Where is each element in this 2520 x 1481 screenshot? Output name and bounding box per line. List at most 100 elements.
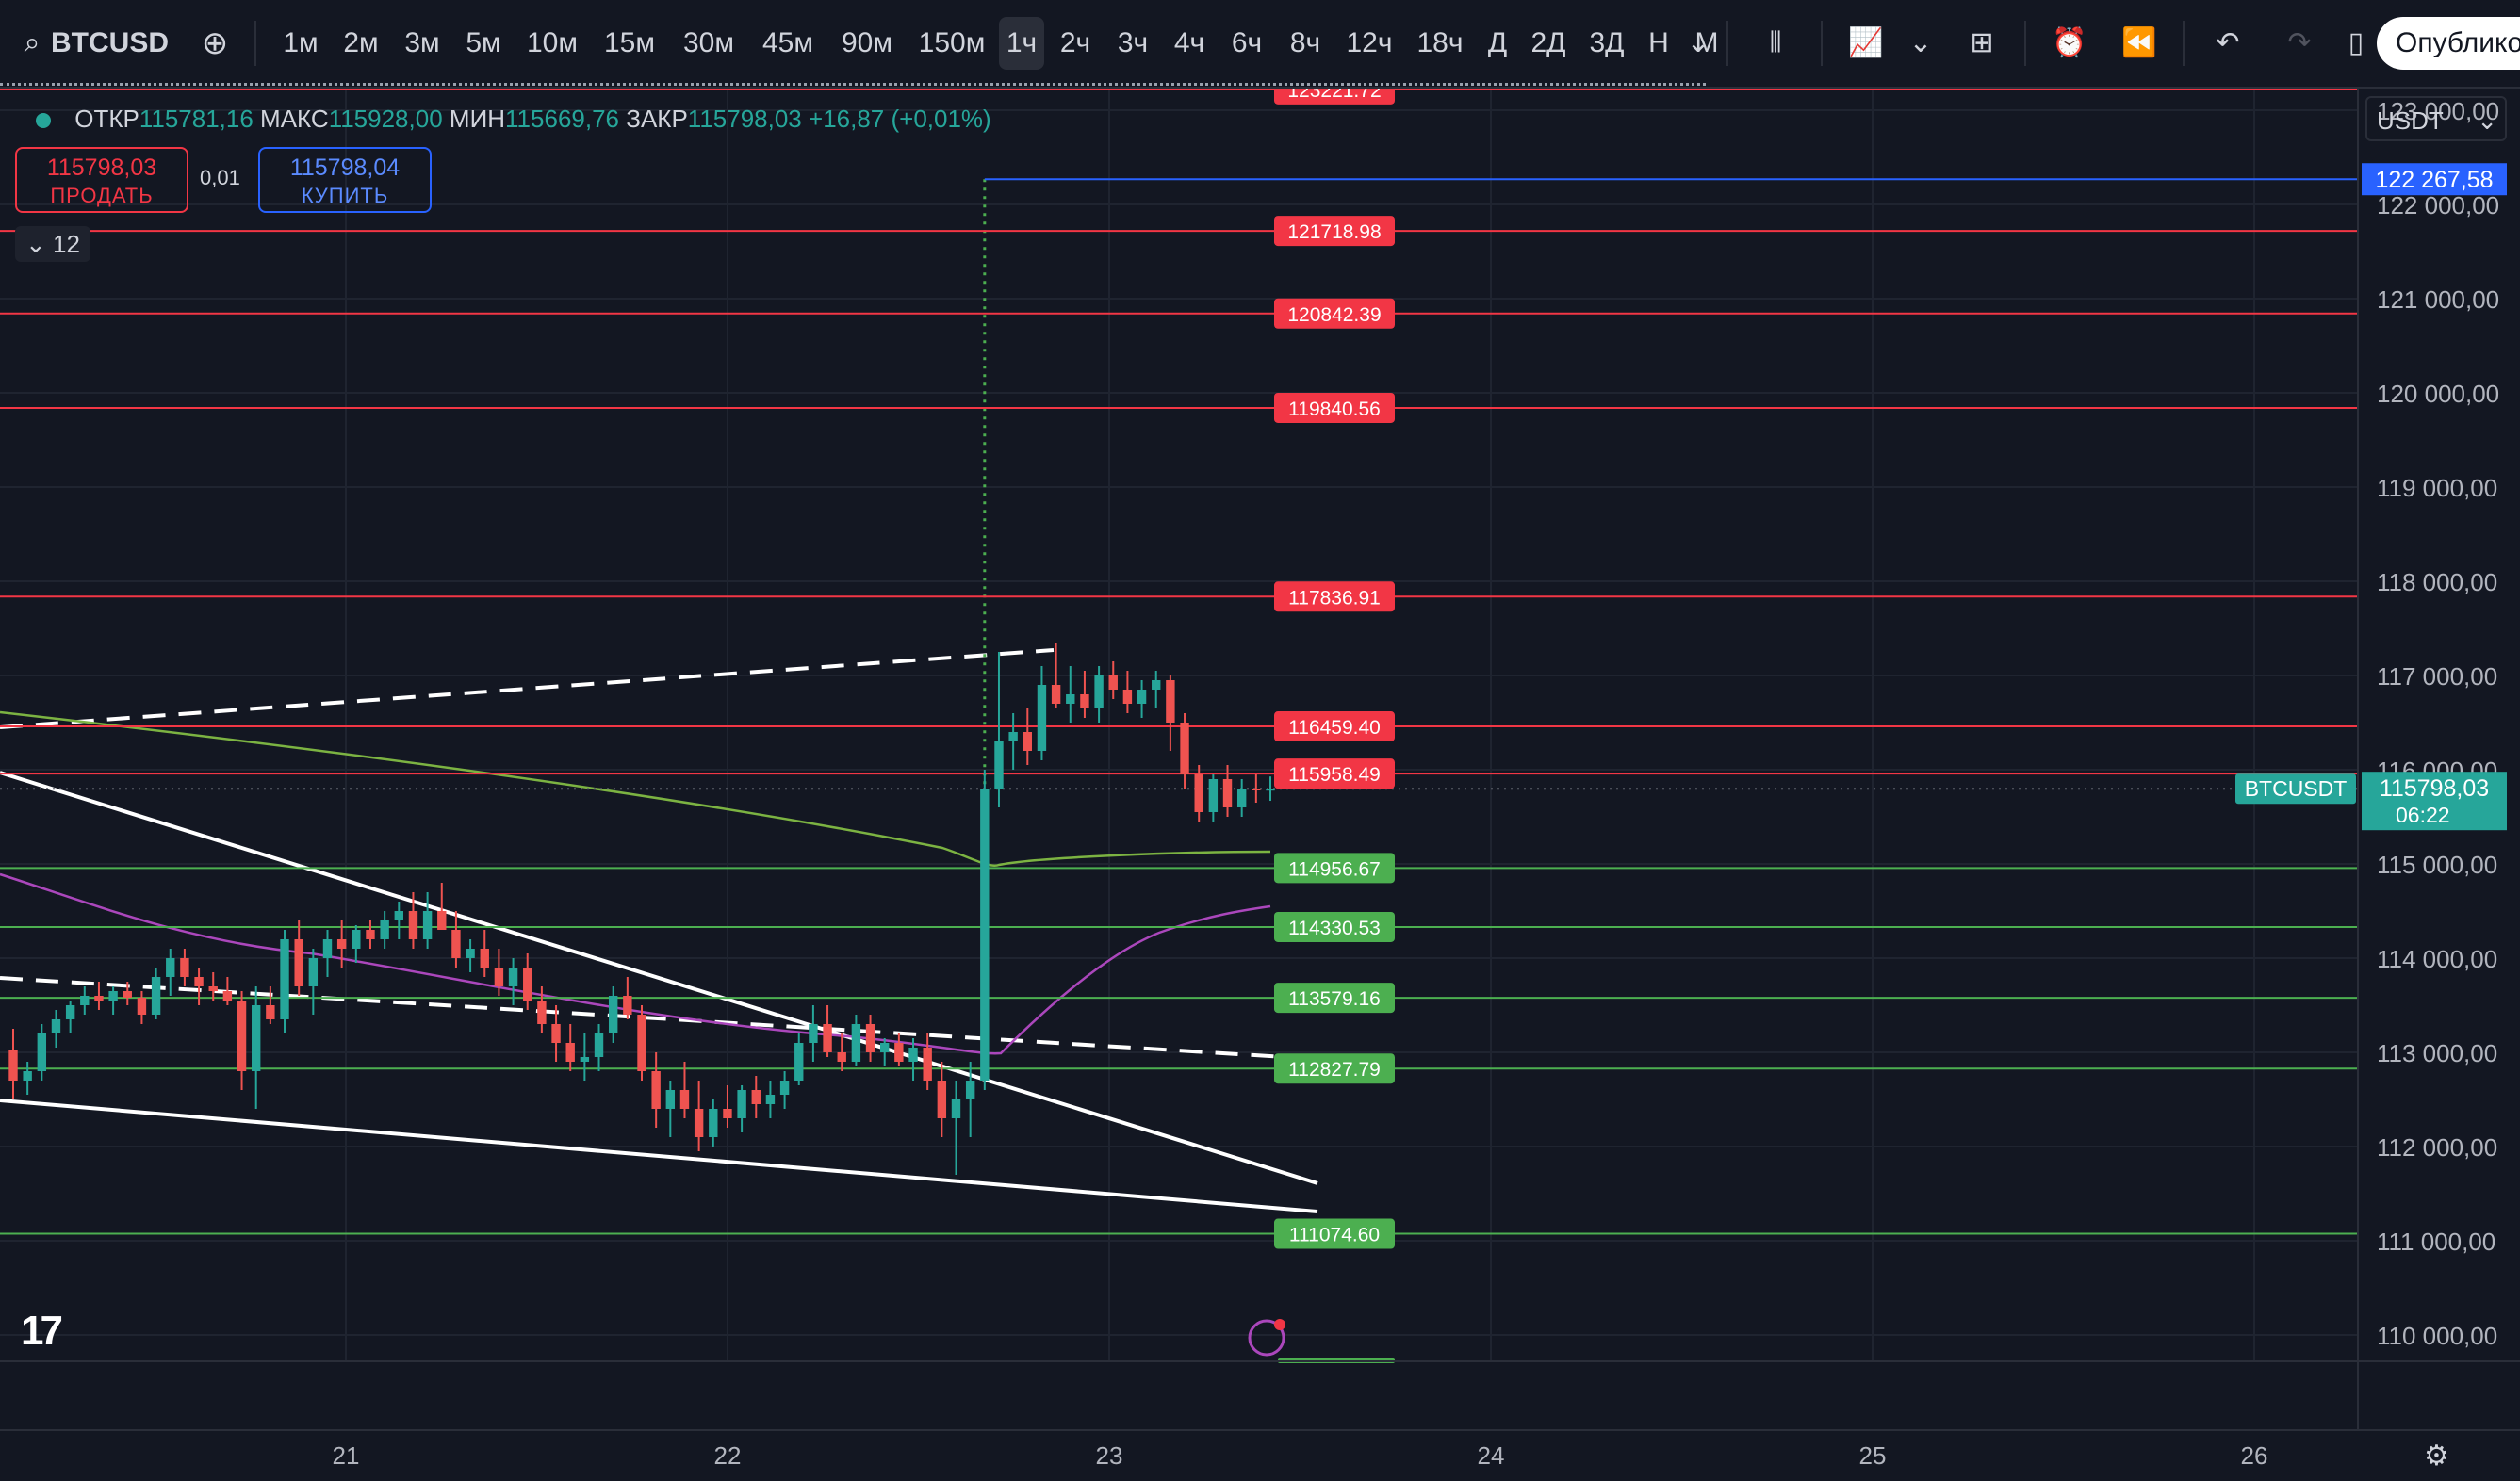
low-value: 115669,76 [505,105,620,133]
timeframe-21[interactable]: Н [1648,27,1669,58]
support-level-label-bg-3 [1274,1053,1395,1084]
candle-body-53 [765,1095,776,1104]
indicators-dropdown-icon[interactable]: ⌄ [1908,27,1933,58]
tradingview-logo-icon[interactable]: 17 [21,1308,63,1354]
candle-body-76 [1094,675,1104,708]
market-status-icon [36,113,51,129]
resistance-level-label-bg-5 [1274,581,1395,612]
support-level-label-1: 114330.53 [1288,918,1381,939]
time-tick-label: 22 [714,1441,742,1470]
candle-body-81 [1166,680,1175,723]
timeframe-3[interactable]: 5м [466,27,501,58]
candle-body-77 [1108,675,1118,690]
candle-body-19 [280,939,289,1019]
buy-label: КУПИТЬ [301,184,389,207]
timeframe-12[interactable]: 3ч [1117,27,1149,58]
timeframe-11[interactable]: 2ч [1059,27,1091,58]
support-level-label-bg-1 [1274,911,1395,942]
indicators-collapse-button[interactable]: ⌄ 12 [15,226,90,262]
sell-button[interactable]: 115798,03 ПРОДАТЬ [15,147,188,213]
candle-body-39 [565,1043,575,1062]
candle-body-15 [222,991,233,1001]
replay-icon[interactable]: ⏪ [2121,27,2157,58]
alert-icon[interactable]: ⏰ [2052,27,2087,58]
ohlc-legend: ОТКР115781,16 МАКС115928,00 МИН115669,76… [0,102,991,136]
flash-icon [1248,1319,1285,1357]
timeframe-17[interactable]: 18ч [1416,27,1464,58]
buy-button[interactable]: 115798,04 КУПИТЬ [258,147,432,213]
undo-icon[interactable]: ↶ [2216,27,2240,58]
candle-body-41 [594,1033,604,1057]
add-symbol-icon[interactable]: ⊕ [201,25,229,61]
trendline-lower-descending [0,1099,1318,1213]
candle-body-71 [1023,732,1032,751]
timeframe-9[interactable]: 150м [918,27,986,58]
timeframe-18[interactable]: Д [1487,27,1508,58]
candle-body-31 [451,930,461,958]
timeframe-4[interactable]: 10м [527,27,578,58]
symbol-name[interactable]: BTCUSD [51,27,169,58]
candle-body-21 [308,958,319,986]
resistance-level-label-bg-6 [1274,711,1395,742]
timeframe-13[interactable]: 4ч [1173,27,1205,58]
candle-body-25 [366,930,375,939]
timeframe-7[interactable]: 45м [762,27,813,58]
timeframe-0[interactable]: 1м [283,27,319,58]
timeframe-10[interactable]: 1ч [999,17,1044,70]
candle-body-12 [180,958,189,977]
publish-button[interactable]: Опублико [2377,17,2520,70]
last-price-value: 115798,03 [2380,775,2489,802]
candle-body-73 [1051,685,1061,704]
candle-body-69 [994,741,1004,789]
candle-body-43 [623,996,632,1015]
candle-body-74 [1066,694,1075,704]
price-tick-label: 123 000,00 [2377,97,2499,125]
timeframe-14[interactable]: 6ч [1231,27,1263,58]
indicators-icon[interactable]: 📈 [1848,27,1884,58]
save-layout-icon[interactable]: ▯ [2348,27,2365,58]
support-level-label-bg-0 [1274,853,1395,884]
timeframe-dropdown-icon[interactable]: ⌄ [1686,27,1710,58]
candle-body-37 [537,1001,547,1024]
candle-body-29 [422,911,433,939]
candle-body-59 [851,1024,861,1062]
timeframe-16[interactable]: 12ч [1346,27,1393,58]
candle-body-62 [894,1043,904,1062]
redo-icon[interactable]: ↷ [2287,27,2312,58]
candle-body-82 [1180,723,1189,774]
candle-body-33 [480,949,489,968]
resistance-level-label-bg-7 [1274,758,1395,789]
candle-type-icon[interactable]: ⫴ [1769,27,1782,58]
resistance-level-label-2: 121718.98 [1287,221,1381,243]
candle-body-26 [380,920,389,939]
change-value: +16,87 (+0,01%) [809,105,991,133]
timeframe-19[interactable]: 2Д [1530,27,1566,58]
candle-body-50 [723,1109,732,1118]
layout-grid-icon[interactable]: ⊞ [1970,27,1994,58]
timeframe-6[interactable]: 30м [683,27,734,58]
timeframe-15[interactable]: 8ч [1289,27,1321,58]
candle-body-42 [608,996,618,1033]
timeframe-2[interactable]: 3м [404,27,440,58]
currency-select[interactable]: USDT ⌄ [2365,96,2507,141]
candle-body-3 [51,1019,61,1033]
settings-gear-icon[interactable]: ⚙ [2424,1440,2449,1472]
candle-body-20 [294,939,303,986]
timeframe-1[interactable]: 2м [343,27,379,58]
time-tick-label: 24 [1478,1441,1505,1470]
timeframe-8[interactable]: 90м [842,27,892,58]
search-icon[interactable]: ⌕ [24,27,41,58]
candle-body-84 [1208,779,1219,812]
candle-body-58 [837,1052,846,1062]
support-level-label-bg-4 [1274,1218,1395,1249]
timeframe-5[interactable]: 15м [604,27,655,58]
candle-body-38 [551,1024,561,1043]
candle-body-6 [94,996,104,1001]
candle-body-75 [1080,694,1089,708]
close-value: 115798,03 [687,105,802,133]
high-value: 115928,00 [328,105,443,133]
timeframe-20[interactable]: 3Д [1589,27,1625,58]
timeframe-22[interactable]: М [1694,27,1719,58]
resistance-level-label-bg-3 [1274,298,1395,329]
